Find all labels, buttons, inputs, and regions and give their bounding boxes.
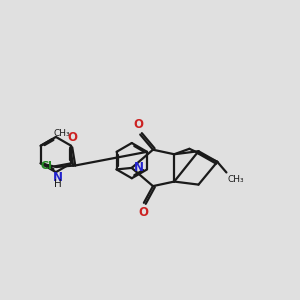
Text: N: N [53, 171, 63, 184]
Text: O: O [134, 118, 144, 131]
Text: CH₃: CH₃ [54, 129, 70, 138]
Text: CH₃: CH₃ [228, 176, 244, 184]
Text: Cl: Cl [40, 161, 52, 171]
Text: N: N [134, 161, 144, 174]
Text: O: O [138, 206, 148, 220]
Text: H: H [54, 178, 61, 188]
Text: O: O [67, 130, 77, 144]
